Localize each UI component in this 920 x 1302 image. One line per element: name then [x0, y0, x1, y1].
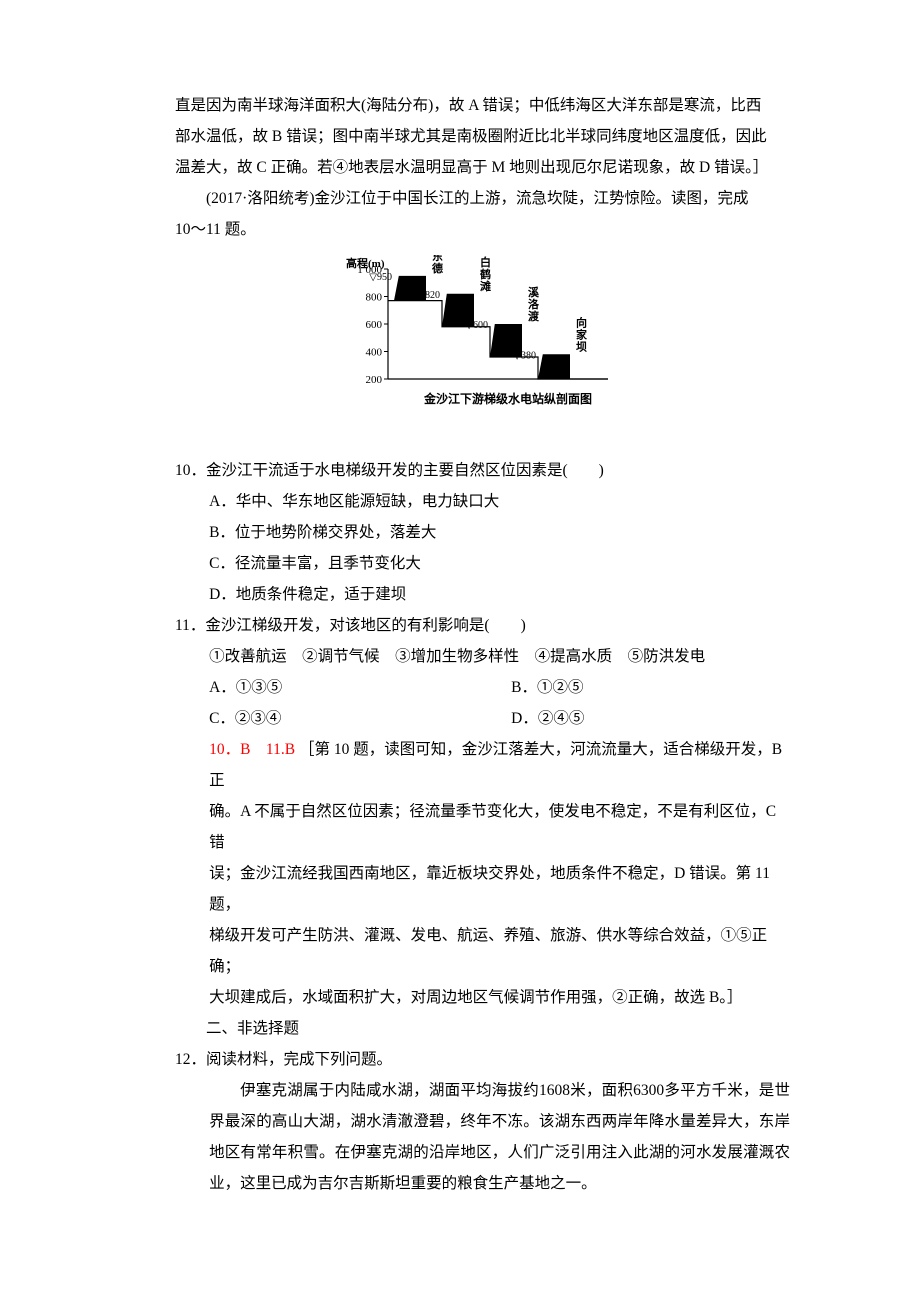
svg-text:渡: 渡 [528, 309, 540, 323]
answer-explanation: 误；金沙江流经我国西南地区，靠近板块交界处，地质条件不稳定，D 错误。第 11 … [209, 858, 790, 920]
q11-option-row: C．②③④ D．②④⑤ [175, 703, 790, 734]
svg-text:600: 600 [365, 319, 382, 331]
answer-explanation: 梯级开发可产生防洪、灌溉、发电、航运、养殖、旅游、供水等综合效益，①⑤正确； [209, 920, 790, 982]
document-page: 直是因为南半球海洋面积大(海陆分布)，故 A 错误；中低纬海区大洋东部是寒流，比… [0, 0, 920, 1302]
svg-text:金沙江下游梯级水电站纵剖面图: 金沙江下游梯级水电站纵剖面图 [422, 391, 591, 406]
q11-option-a: A．①③⑤ [175, 672, 511, 703]
svg-text:400: 400 [365, 347, 382, 359]
question-11-stem: 11．金沙江梯级开发，对该地区的有利影响是( ) [175, 610, 790, 641]
svg-text:溪: 溪 [528, 285, 540, 299]
q11-circles: ①改善航运 ②调节气候 ③增加生物多样性 ④提高水质 ⑤防洪发电 [175, 641, 790, 672]
svg-text:800: 800 [365, 292, 382, 304]
svg-text:▽950: ▽950 [369, 272, 392, 283]
svg-text:鹤: 鹤 [480, 267, 491, 281]
svg-text:200: 200 [365, 374, 382, 386]
section-2-heading: 二、非选择题 [175, 1013, 790, 1044]
answer-key: 10．B 11.B [209, 741, 295, 758]
q11-option-row: A．①③⑤ B．①②⑤ [175, 672, 790, 703]
svg-text:高程(m): 高程(m) [346, 256, 385, 270]
q10-option-d: D．地质条件稳定，适于建坝 [175, 579, 790, 610]
q11-option-d: D．②④⑤ [511, 703, 790, 734]
q10-option-a: A．华中、华东地区能源短缺，电力缺口大 [175, 486, 790, 517]
passage-intro: (2017·洛阳统考)金沙江位于中国长江的上游，流急坎陡，江势惊险。读图，完成 [175, 183, 790, 214]
svg-text:洛: 洛 [528, 297, 540, 311]
q11-option-b: B．①②⑤ [511, 672, 790, 703]
svg-text:▽600: ▽600 [465, 320, 488, 331]
question-12-stem: 12．阅读材料，完成下列问题。 [175, 1044, 790, 1075]
passage-range: 10～11 题。 [175, 214, 790, 245]
svg-text:向: 向 [576, 315, 587, 329]
q10-option-b: B．位于地势阶梯交界处，落差大 [175, 517, 790, 548]
svg-text:白: 白 [480, 255, 491, 269]
answer-explanation: 大坝建成后，水域面积扩大，对周边地区气候调节作用强，②正确，故选 B。］ [209, 982, 790, 1013]
svg-text:家: 家 [576, 327, 588, 341]
chart-container: 2004006008001 000高程(m)▽950乌东德▽820白鹤滩▽600… [175, 255, 790, 441]
answer-block: 10．B 11.B ［第 10 题，读图可知，金沙江落差大，河流流量大，适合梯级… [175, 734, 790, 1013]
answer-explanation: 确。A 不属于自然区位因素；径流量季节变化大，使发电不稳定，不是有利区位，C 错 [209, 796, 790, 858]
prev-explanation-line: 直是因为南半球海洋面积大(海陆分布)，故 A 错误；中低纬海区大洋东部是寒流，比… [175, 90, 790, 121]
svg-text:东: 东 [432, 255, 443, 263]
q11-option-c: C．②③④ [175, 703, 511, 734]
svg-text:德: 德 [431, 261, 443, 275]
svg-text:▽820: ▽820 [417, 290, 440, 301]
answer-explanation: ［第 10 题，读图可知，金沙江落差大，河流流量大，适合梯级开发，B 正 [209, 741, 782, 789]
profile-chart: 2004006008001 000高程(m)▽950乌东德▽820白鹤滩▽600… [328, 255, 638, 430]
svg-text:▽380: ▽380 [513, 350, 536, 361]
svg-text:滩: 滩 [480, 279, 491, 293]
q12-body: 伊塞克湖属于内陆咸水湖，湖面平均海拔约1608米，面积6300多平方千米，是世界… [175, 1075, 790, 1199]
prev-explanation-line: 部水温低，故 B 错误；图中南半球尤其是南极圈附近比北半球同纬度地区温度低，因此 [175, 121, 790, 152]
svg-text:坝: 坝 [576, 339, 587, 353]
q10-option-c: C．径流量丰富，且季节变化大 [175, 548, 790, 579]
prev-explanation-line: 温差大，故 C 正确。若④地表层水温明显高于 M 地则出现厄尔尼诺现象，故 D … [175, 152, 790, 183]
question-10-stem: 10．金沙江干流适于水电梯级开发的主要自然区位因素是( ) [175, 455, 790, 486]
